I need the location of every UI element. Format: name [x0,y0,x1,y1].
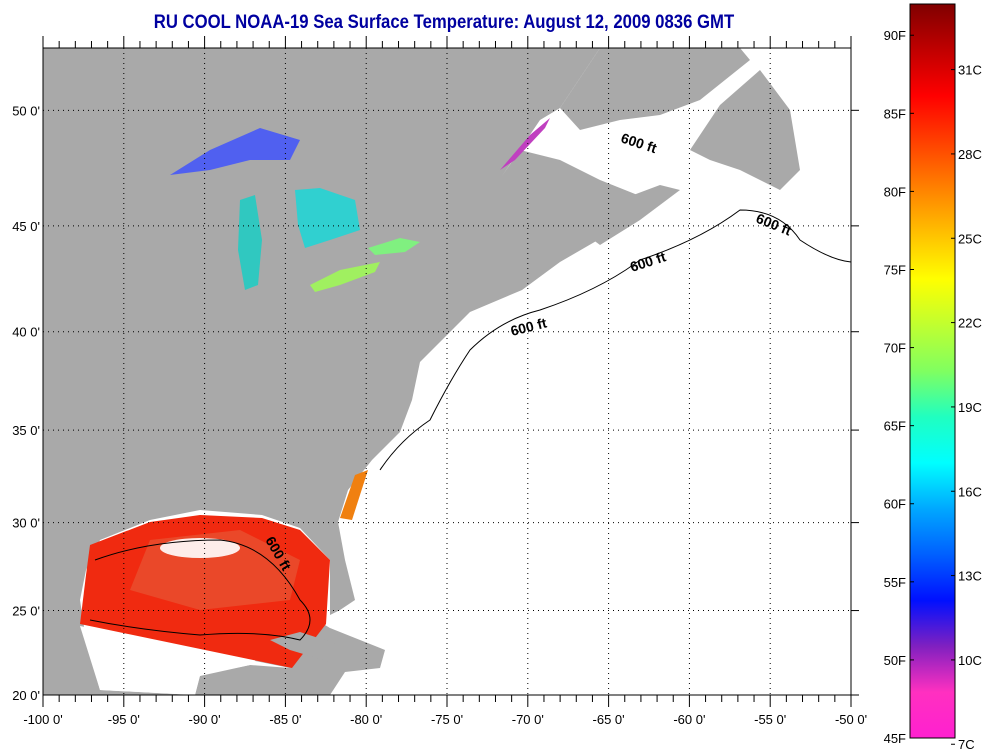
lake-huron [295,188,360,248]
longitude-label: -65 0' [593,712,625,727]
colorbar-c-label: 28C [958,147,982,162]
lake-michigan [238,195,262,290]
colorbar-c-label: 19C [958,400,982,415]
longitude-label: -90 0' [189,712,221,727]
longitude-label: -100 0' [23,712,62,727]
florida-east-sst [340,470,368,520]
longitude-label: -95 0' [108,712,140,727]
colorbar-c-label: 13C [958,569,982,584]
longitude-label: -75 0' [431,712,463,727]
colorbar-f-label: 50F [884,653,906,668]
axis-ticks [42,36,859,707]
latitude-label: 40 0' [12,325,40,340]
latitude-label: 35 0' [12,423,40,438]
newfoundland-land [690,70,800,190]
colorbar-c-label: 10C [958,653,982,668]
longitude-label: -70 0' [512,712,544,727]
gulf-sst-cloud [160,538,240,558]
colorbar-f-label: 80F [884,184,906,199]
colorbar-f-label: 70F [884,341,906,356]
longitude-label: -60 0' [673,712,705,727]
colorbar [909,3,956,739]
lake-erie [310,262,380,292]
gulf-south-ocean [80,626,290,695]
lake-ontario [368,238,420,255]
colorbar-f-label: 65F [884,419,906,434]
colorbar-f-label: 45F [884,731,906,746]
longitude-label: -80 0' [350,712,382,727]
cuba-land [270,632,380,668]
longitude-label: -50 0' [835,712,867,727]
colorbar-c-label: 31C [958,63,982,78]
colorbar-c-label: 16C [958,484,982,499]
st-lawrence-sst [500,118,550,170]
latitude-label: 50 0' [12,103,40,118]
longitude-labels: -100 0' -95 0' -90 0' -85 0' -80 0' -75 0' -70… [23,712,867,727]
nova-scotia-land [580,185,680,245]
colorbar-f-label: 90F [884,28,906,43]
colorbar-f-label: 75F [884,262,906,277]
longitude-label: -85 0' [269,712,301,727]
latitude-label: 45 0' [12,219,40,234]
atlantic-ocean [320,48,851,695]
longitude-label: -55 0' [754,712,786,727]
latitude-label: 25 0' [12,604,40,619]
colorbar-c-label: 25C [958,231,982,246]
labrador-land [560,48,750,130]
colorbar-f-label: 60F [884,497,906,512]
latitude-label: 30 0' [12,516,40,531]
shelf-contour-600ft [379,209,851,471]
map-title: RU COOL NOAA-19 Sea Surface Temperature:… [153,12,735,33]
lake-superior [170,128,300,175]
colorbar-c-label: 7C [958,737,975,752]
colorbar-f-label: 55F [884,575,906,590]
gulf-contour-600ft [89,539,311,641]
latitude-label: 20 0' [12,688,40,703]
colorbar-labels: 90F 85F 80F 75F 70F 65F 60F 55F 50F 45F 31C 28C 25C 2… [884,28,982,752]
latitude-labels: 50 0' 45 0' 40 0' 35 0' 30 0' 25 0' 20 0' [12,103,40,703]
colorbar-c-label: 22C [958,316,982,331]
colorbar-f-label: 85F [884,106,906,121]
